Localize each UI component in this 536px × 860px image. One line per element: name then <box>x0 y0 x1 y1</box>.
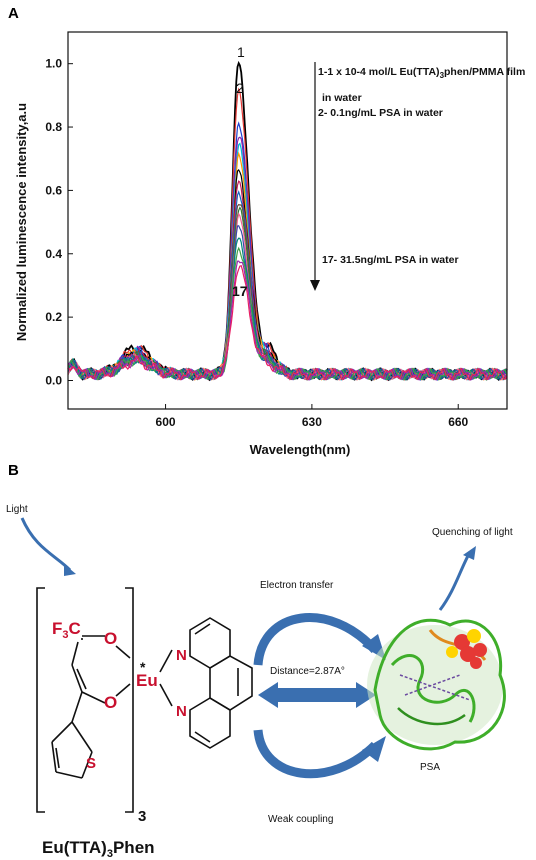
x-tick-label: 660 <box>448 415 468 429</box>
left-bracket <box>36 587 45 813</box>
y-tick-label: 0.2 <box>45 310 62 324</box>
emission-spectra-chart: A 600 630 660 0.0 0.2 0.4 0.6 0.8 1.0 Wavelengt… <box>8 5 525 457</box>
spectrum-series-2 <box>67 87 508 381</box>
distance-label: Distance=2.87A° <box>270 666 345 677</box>
annotation-line-2: 2- 0.1ng/mL PSA in water <box>318 107 443 119</box>
quenching-arrow <box>438 551 472 611</box>
y-ticks: 0.0 0.2 0.4 0.6 0.8 1.0 <box>45 57 73 387</box>
weak-coupling-label: Weak coupling <box>268 814 333 825</box>
spectrum-series-17 <box>67 264 508 381</box>
y-tick-label: 0.4 <box>45 247 62 261</box>
mechanism-diagram: B Light Quenching of light 3 F3C O O S *… <box>6 462 513 860</box>
weak-coupling-arrow <box>253 729 379 779</box>
light-arrow-head <box>64 564 76 576</box>
nitrogen-bottom: N <box>176 703 187 720</box>
y-tick-label: 1.0 <box>45 57 62 71</box>
x-axis-label: Wavelength(nm) <box>250 442 351 457</box>
spectrum-series-13 <box>67 225 508 381</box>
light-label: Light <box>6 504 28 515</box>
panel-a-label: A <box>8 5 19 22</box>
annotation-line-17: 17- 31.5ng/mL PSA in water <box>322 254 459 266</box>
spectrum-series-16 <box>67 260 507 381</box>
series-group <box>67 60 508 382</box>
y-axis-label: Normalized luminescence intensity,a.u <box>14 103 29 341</box>
tta-ligand-bonds <box>51 635 131 779</box>
panel-b-label: B <box>8 462 19 479</box>
annotation-line-1b: in water <box>322 92 362 104</box>
quenching-arrow-head <box>463 546 476 560</box>
curve-label-17: 17 <box>232 283 248 299</box>
europium-atom: Eu <box>136 671 158 690</box>
light-arrow <box>20 517 72 572</box>
psa-protein-structure <box>367 618 506 751</box>
eu-star: * <box>140 659 146 675</box>
oxygen-top: O <box>104 629 117 648</box>
distance-arrow-right <box>356 682 376 708</box>
bracket-subscript: 3 <box>138 808 146 825</box>
phen-ligand-bonds <box>159 617 253 749</box>
curve-label-2: 2 <box>236 80 244 96</box>
spectrum-series-7 <box>67 169 508 381</box>
electron-transfer-label: Electron transfer <box>260 580 334 591</box>
distance-arrow-left <box>258 682 278 708</box>
curve-label-1: 1 <box>237 44 245 60</box>
cf3-group: F3C <box>52 619 81 641</box>
electron-transfer-arrow <box>253 613 379 666</box>
x-tick-label: 600 <box>156 415 176 429</box>
right-bracket <box>125 587 134 813</box>
spectrum-series-3 <box>67 121 508 381</box>
y-tick-label: 0.6 <box>45 183 62 197</box>
compound-label: Eu(TTA)3Phen <box>42 838 155 860</box>
psa-label: PSA <box>420 762 440 773</box>
sulfur-atom: S <box>86 755 96 772</box>
spectrum-series-15 <box>67 246 508 381</box>
x-ticks: 600 630 660 <box>156 404 469 429</box>
weak-coupling-arrow-head <box>362 736 386 762</box>
annotation-line-1: 1-1 x 10-4 mol/L Eu(TTA)3phen/PMMA film <box>318 66 525 80</box>
x-tick-label: 630 <box>302 415 322 429</box>
y-tick-label: 0.0 <box>45 373 62 387</box>
plot-frame <box>67 31 508 410</box>
quenching-label: Quenching of light <box>432 527 513 538</box>
decrease-arrow-head <box>310 280 320 291</box>
y-tick-label: 0.8 <box>45 120 62 134</box>
spectrum-series-6 <box>67 151 508 381</box>
nitrogen-top: N <box>176 647 187 664</box>
spectrum-series-14 <box>67 237 508 381</box>
oxygen-bottom: O <box>104 693 117 712</box>
distance-arrow-shaft <box>272 688 360 702</box>
